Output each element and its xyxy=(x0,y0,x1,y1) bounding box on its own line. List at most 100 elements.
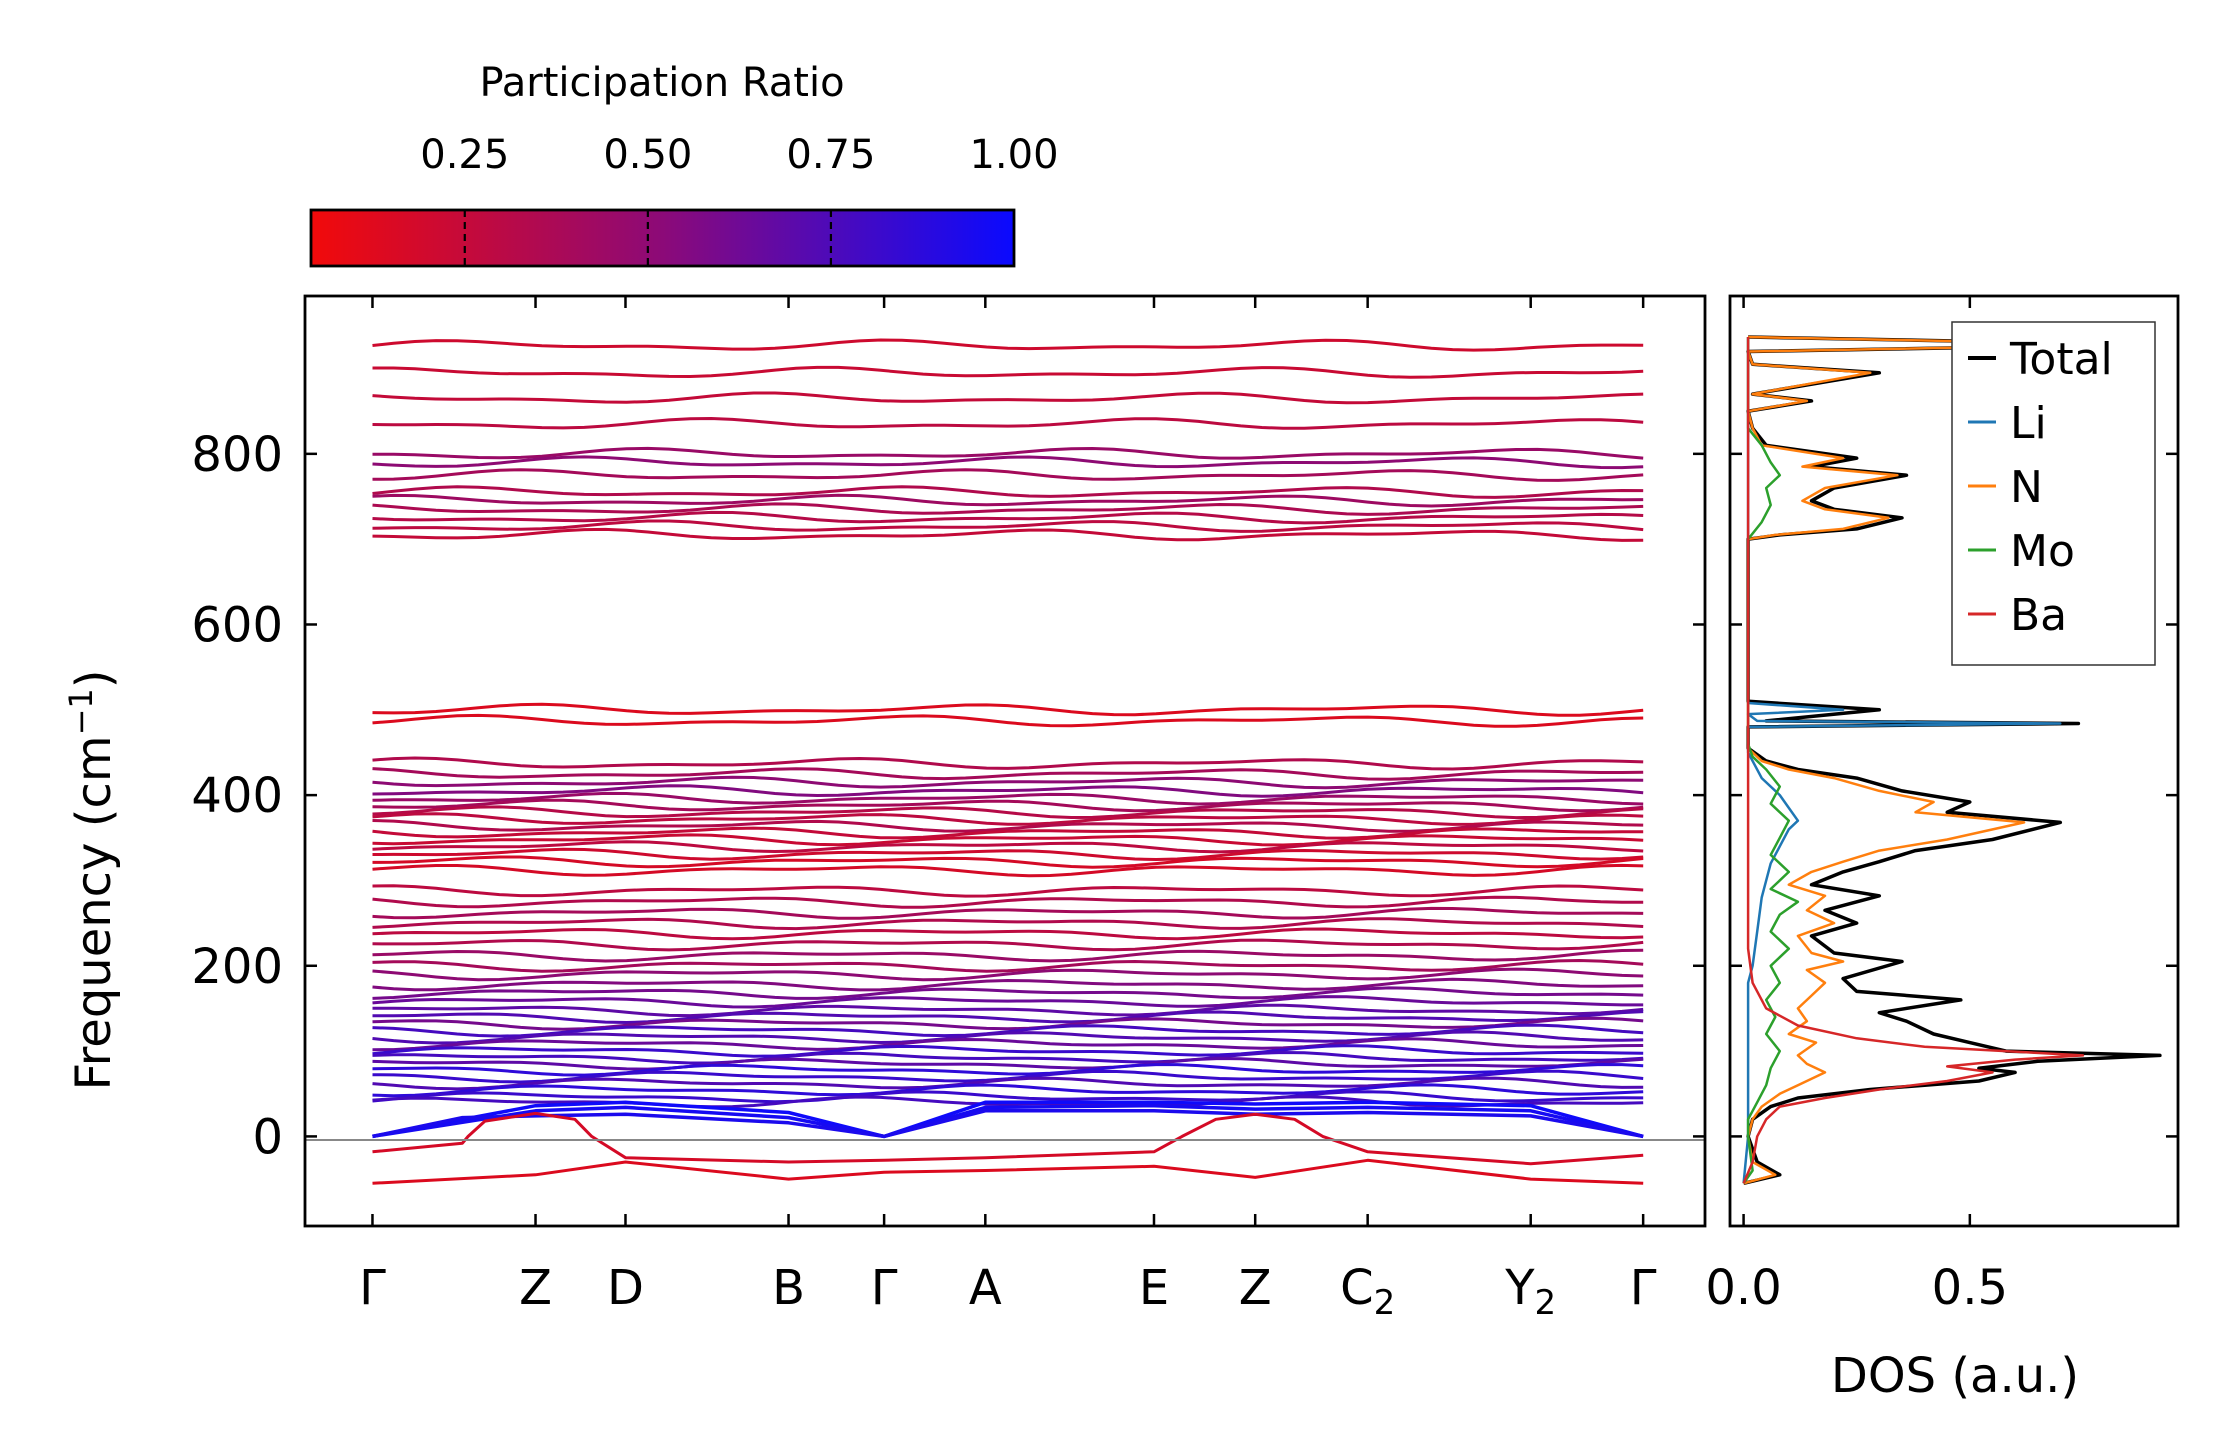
phonon-band xyxy=(372,958,1644,973)
legend: Total Li N Mo Ba xyxy=(1951,321,2156,666)
phonon-band xyxy=(372,826,1644,840)
phonon-band xyxy=(372,986,1644,1000)
phonon-band xyxy=(372,446,1644,460)
phonon-band xyxy=(372,767,1644,781)
phonon-band xyxy=(372,1037,1644,1052)
legend-label: Total xyxy=(2009,334,2113,385)
legend-items: Total Li N Mo Ba xyxy=(1968,334,2113,641)
phonon-band xyxy=(372,938,1644,952)
acoustic-band xyxy=(372,1109,1644,1139)
y-tick-label: 800 xyxy=(191,427,283,483)
phonon-band xyxy=(372,917,1644,931)
phonon-band xyxy=(372,948,1644,963)
acoustic-band xyxy=(372,1103,1644,1139)
y-tick-label: 200 xyxy=(191,939,283,995)
phonon-band xyxy=(372,702,1644,717)
k-point-label: B xyxy=(772,1260,805,1316)
k-point-label: Y2 xyxy=(1504,1260,1556,1323)
phonon-band xyxy=(372,391,1644,405)
phonon-band xyxy=(372,1056,1644,1071)
y-axis-label-close: ) xyxy=(66,669,122,688)
phonon-band xyxy=(372,502,1644,516)
phonon-band xyxy=(372,791,1644,806)
dos-x-axis-label: DOS (a.u.) xyxy=(1831,1348,2079,1404)
phonon-band xyxy=(372,855,1644,869)
colorbar-tick-label: 0.25 xyxy=(420,132,509,178)
phonon-band xyxy=(372,1003,1644,1018)
colorbar-bar xyxy=(309,208,1016,268)
phonon-band xyxy=(372,906,1644,920)
k-point-symbol: E xyxy=(1139,1260,1169,1316)
phonon-band xyxy=(372,1030,1644,1045)
phonon-band xyxy=(372,338,1644,352)
dos-series-mo xyxy=(1742,337,1800,1185)
k-point-label: A xyxy=(969,1260,1002,1316)
colorbar-tick-label: 0.50 xyxy=(603,132,692,178)
phonon-band xyxy=(372,416,1644,430)
k-point-symbol: Z xyxy=(519,1260,552,1316)
band-k-path-ticks: Γ Z D B Γ A E Z C2 Y2 Γ xyxy=(359,296,1657,1323)
phonon-band xyxy=(372,977,1644,992)
phonon-band xyxy=(372,713,1644,728)
dos-frame xyxy=(1728,294,2180,1228)
colorbar: Participation Ratio 0.25 0.50 0.75 1.00 xyxy=(309,60,1059,268)
k-point-symbol: Γ xyxy=(871,1260,898,1316)
phonon-band xyxy=(372,365,1644,379)
phonon-band xyxy=(372,995,1644,1009)
k-point-symbol: Z xyxy=(1239,1260,1272,1316)
colorbar-tick-marks xyxy=(463,210,833,266)
band-lines xyxy=(372,338,1644,1185)
phonon-band xyxy=(372,1050,1644,1065)
phonon-band xyxy=(372,863,1644,878)
dos-series-n xyxy=(1743,335,2134,1185)
dos-series-ba xyxy=(1742,337,2085,1184)
y-axis-label: Frequency (cm−1) xyxy=(62,669,122,1090)
phonon-band xyxy=(372,493,1644,508)
phonon-band xyxy=(372,1095,1644,1109)
k-point-label: Γ xyxy=(871,1260,898,1316)
colorbar-tick-label: 0.75 xyxy=(786,132,875,178)
k-point-symbol: C xyxy=(1340,1260,1374,1316)
k-point-label: Z xyxy=(1239,1260,1272,1316)
k-point-symbol: A xyxy=(969,1260,1002,1316)
k-point-label: Γ xyxy=(1630,1260,1657,1316)
colorbar-title: Participation Ratio xyxy=(479,60,844,106)
unstable-band xyxy=(372,1111,1644,1166)
dos-lines xyxy=(1742,335,2162,1186)
phonon-band xyxy=(372,847,1644,862)
k-point-label: Z xyxy=(519,1260,552,1316)
y-tick-label: 600 xyxy=(191,597,283,653)
dos-ticks: 0.0 0.5 xyxy=(1705,296,2178,1316)
colorbar-tick-label: 1.00 xyxy=(969,132,1058,178)
dos-x-tick-label: 0.5 xyxy=(1932,1260,2008,1316)
phonon-band xyxy=(372,805,1644,820)
k-point-symbol: Γ xyxy=(359,1260,386,1316)
phonon-band xyxy=(372,1062,1644,1077)
phonon-band xyxy=(372,468,1644,482)
k-point-label: E xyxy=(1139,1260,1169,1316)
phonon-band xyxy=(372,756,1644,771)
unstable-band xyxy=(372,1158,1644,1185)
k-point-subscript: 2 xyxy=(1374,1283,1396,1323)
phonon-band xyxy=(372,519,1644,533)
acoustic-band xyxy=(372,1100,1644,1139)
phonon-band xyxy=(372,895,1644,909)
k-point-symbol: Y xyxy=(1504,1260,1535,1316)
phonon-band xyxy=(372,1076,1644,1091)
phonon-band xyxy=(372,884,1644,898)
phonon-band xyxy=(372,527,1644,542)
legend-label: Ba xyxy=(2010,590,2067,641)
dos-series-total xyxy=(1743,335,2162,1186)
k-point-label: D xyxy=(607,1260,644,1316)
dos-panel: 0.0 0.5 DOS (a.u.) Total Li N Mo Ba xyxy=(1705,294,2180,1404)
k-point-symbol: B xyxy=(772,1260,805,1316)
y-axis-label-superscript: −1 xyxy=(62,688,100,735)
y-tick-label: 400 xyxy=(191,768,283,824)
phonon-band xyxy=(372,455,1644,470)
phonon-band xyxy=(372,1044,1644,1058)
phonon-band xyxy=(372,485,1644,499)
phonon-band xyxy=(372,927,1644,941)
legend-frame xyxy=(1951,321,2156,666)
